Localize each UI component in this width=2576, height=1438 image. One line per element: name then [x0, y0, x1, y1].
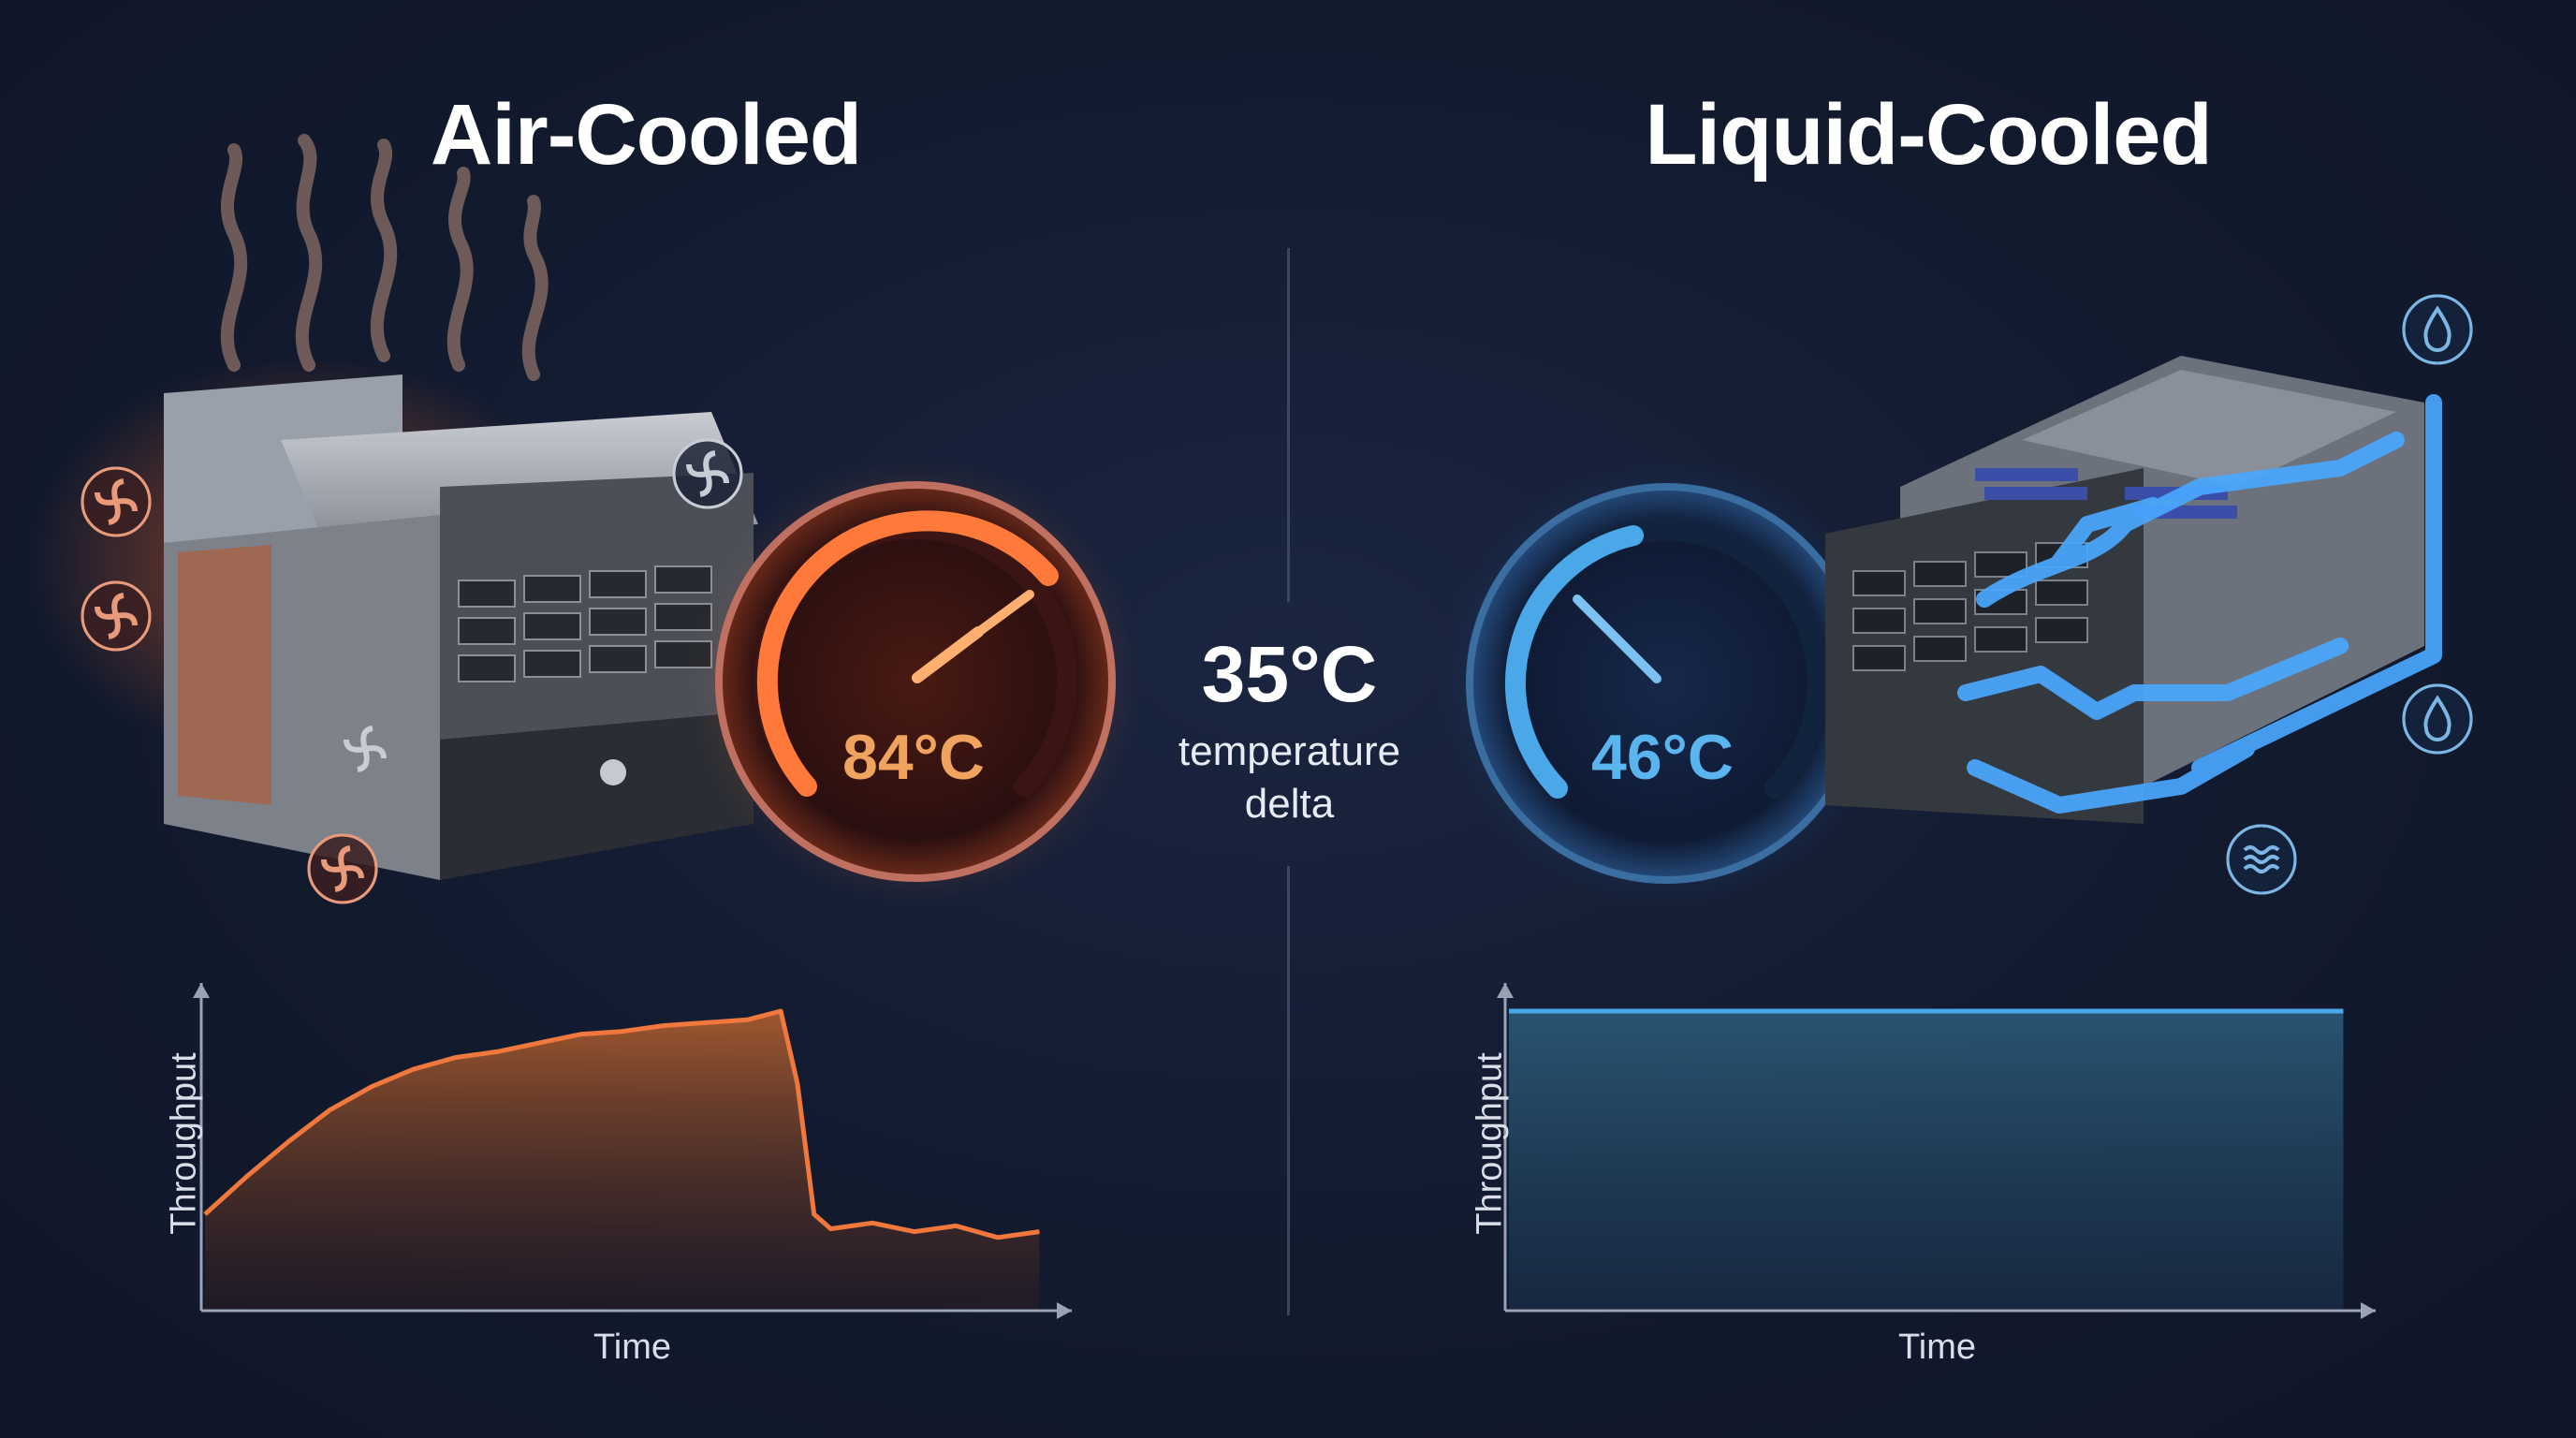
- liquid-temperature-gauge: [1442, 459, 1891, 908]
- delta-caption-line1: temperature: [1178, 728, 1401, 774]
- fan-icon: [344, 726, 387, 772]
- y-axis-arrow: [193, 983, 210, 998]
- liquid-throughput-chart: [1497, 983, 2376, 1319]
- air-temperature-reading: 84°C: [842, 722, 985, 793]
- delta-caption-line2: delta: [1244, 781, 1335, 827]
- center-divider-top: [1287, 248, 1290, 602]
- throughput-area: [205, 1011, 1040, 1309]
- x-axis-arrow: [1057, 1302, 1072, 1319]
- fan-icon: [672, 438, 743, 509]
- water-waves-icon: [2226, 824, 2297, 895]
- fan-icon: [80, 466, 152, 537]
- fan-icon: [80, 580, 152, 652]
- liquid-chart-x-label: Time: [1898, 1328, 1977, 1367]
- center-divider-bottom: [1287, 866, 1290, 1315]
- air-chart-x-label: Time: [593, 1328, 672, 1367]
- x-axis-arrow: [2361, 1302, 2376, 1319]
- air-chart-y-label: Throughput: [164, 1052, 204, 1235]
- water-drop-icon: [2402, 294, 2473, 365]
- liquid-temperature-reading: 46°C: [1591, 722, 1734, 793]
- throughput-area: [1509, 1011, 2344, 1309]
- water-drop-icon: [2402, 683, 2473, 755]
- y-axis-arrow: [1497, 983, 1514, 998]
- coolant-pipes: [1957, 394, 2442, 814]
- air-temperature-gauge: [691, 457, 1140, 906]
- air-cooled-server: [28, 134, 758, 880]
- air-throughput-chart: [193, 983, 1072, 1319]
- liquid-cooled-title: Liquid-Cooled: [1645, 87, 2212, 183]
- throughput-line: [203, 1008, 1040, 1240]
- temperature-delta-caption: temperature delta: [1123, 726, 1456, 830]
- temperature-delta-value: 35°C: [1201, 630, 1378, 718]
- fan-icon: [307, 833, 378, 904]
- liquid-cooled-server: [1825, 356, 2442, 824]
- liquid-chart-y-label: Throughput: [1470, 1052, 1510, 1235]
- air-cooled-title: Air-Cooled: [430, 87, 862, 183]
- heat-waves: [220, 134, 549, 381]
